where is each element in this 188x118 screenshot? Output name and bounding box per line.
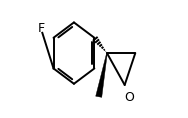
Text: O: O xyxy=(124,91,134,104)
Text: F: F xyxy=(37,22,45,35)
Polygon shape xyxy=(96,53,107,97)
